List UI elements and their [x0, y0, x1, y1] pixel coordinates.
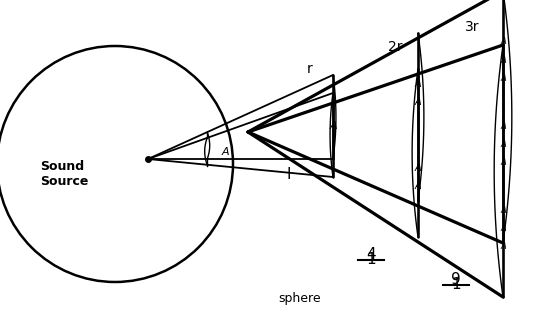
Text: 2r: 2r — [388, 40, 402, 54]
Text: A: A — [415, 79, 421, 89]
Text: A: A — [500, 55, 506, 64]
Text: A: A — [500, 223, 506, 232]
Text: sphere: sphere — [278, 292, 320, 305]
Text: A: A — [329, 121, 337, 131]
Text: A: A — [415, 181, 421, 191]
Text: A: A — [221, 147, 229, 157]
Text: 1: 1 — [451, 277, 461, 292]
Text: 9: 9 — [451, 272, 461, 287]
Text: A: A — [500, 37, 506, 46]
Text: r: r — [307, 62, 313, 76]
Text: A: A — [500, 73, 506, 82]
Text: A: A — [415, 97, 421, 107]
Text: A: A — [500, 139, 506, 148]
Text: A: A — [500, 205, 506, 214]
Text: A: A — [415, 163, 421, 173]
Text: 1: 1 — [366, 252, 376, 267]
Text: A: A — [500, 242, 506, 251]
Text: 3r: 3r — [465, 20, 479, 34]
Text: A: A — [500, 157, 506, 166]
Text: A: A — [500, 121, 506, 130]
Text: 4: 4 — [366, 247, 376, 262]
Text: I: I — [287, 166, 291, 182]
Text: Sound
Source: Sound Source — [40, 160, 89, 188]
